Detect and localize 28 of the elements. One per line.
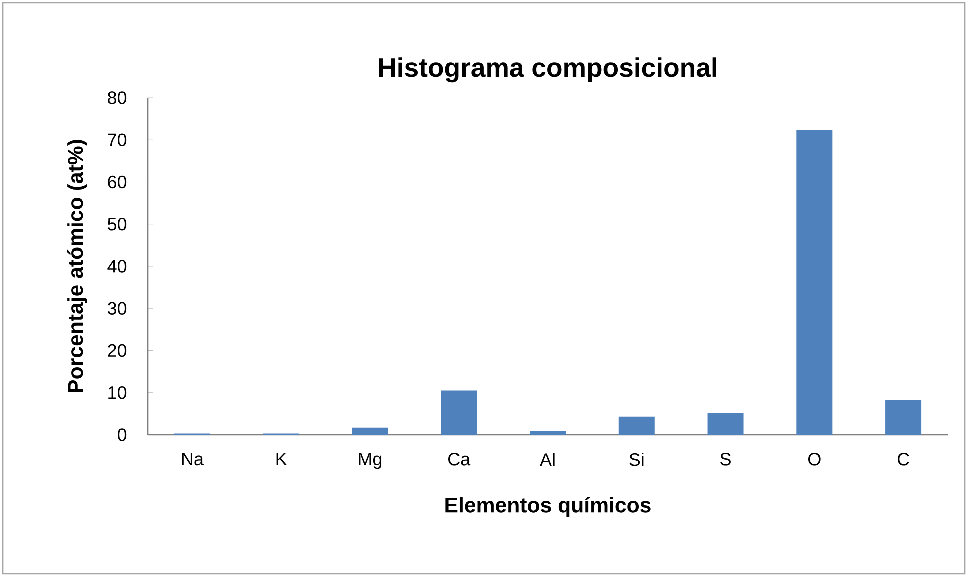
x-tick-label: S xyxy=(720,453,731,466)
x-tick-label: O xyxy=(808,453,821,466)
x-tick-label: K xyxy=(276,453,288,466)
x-tick-label: C xyxy=(898,453,910,466)
y-axis-title: Porcentaje atómico (at%) xyxy=(67,140,88,393)
y-tick-label: 20 xyxy=(108,344,127,358)
x-tick-label: Mg xyxy=(359,453,382,470)
y-tick-label: 60 xyxy=(108,176,127,189)
x-tick-label: Na xyxy=(182,453,204,466)
y-tick-label: 40 xyxy=(108,260,127,273)
bar xyxy=(886,400,922,435)
bar xyxy=(530,431,566,435)
y-tick-label: 10 xyxy=(108,386,127,400)
y-tick-label: 50 xyxy=(108,218,127,231)
chart-title: Histograma composicional xyxy=(379,58,716,83)
bar xyxy=(618,416,655,435)
y-tick-label: 80 xyxy=(108,92,127,104)
x-tick-label: Ca xyxy=(448,453,471,466)
y-tick-label: 30 xyxy=(108,302,127,315)
x-tick-label: Si xyxy=(630,453,644,466)
bar xyxy=(708,414,744,435)
y-tick-label: 0 xyxy=(118,428,127,442)
bar xyxy=(796,130,833,435)
y-tick-label: 70 xyxy=(108,134,127,146)
bar xyxy=(441,390,478,435)
x-tick-label: Al xyxy=(540,453,555,466)
x-axis-title: Elementos químicos xyxy=(446,496,651,518)
bar xyxy=(352,428,388,435)
